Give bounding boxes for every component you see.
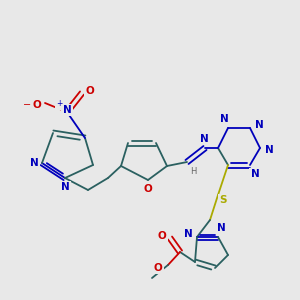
Text: N: N [200,134,208,144]
Text: N: N [255,120,263,130]
Text: S: S [219,195,227,205]
Text: O: O [144,184,152,194]
Text: O: O [154,263,162,273]
Text: N: N [63,105,71,115]
Text: O: O [158,231,166,241]
Text: N: N [250,169,260,179]
Text: +: + [56,100,62,109]
Text: N: N [217,223,225,233]
Text: H: H [190,167,196,176]
Text: N: N [220,114,228,124]
Text: N: N [30,158,38,168]
Text: N: N [184,229,192,239]
Text: O: O [33,100,41,110]
Text: N: N [61,182,69,192]
Text: N: N [265,145,273,155]
Text: −: − [23,100,31,110]
Text: O: O [85,86,94,96]
